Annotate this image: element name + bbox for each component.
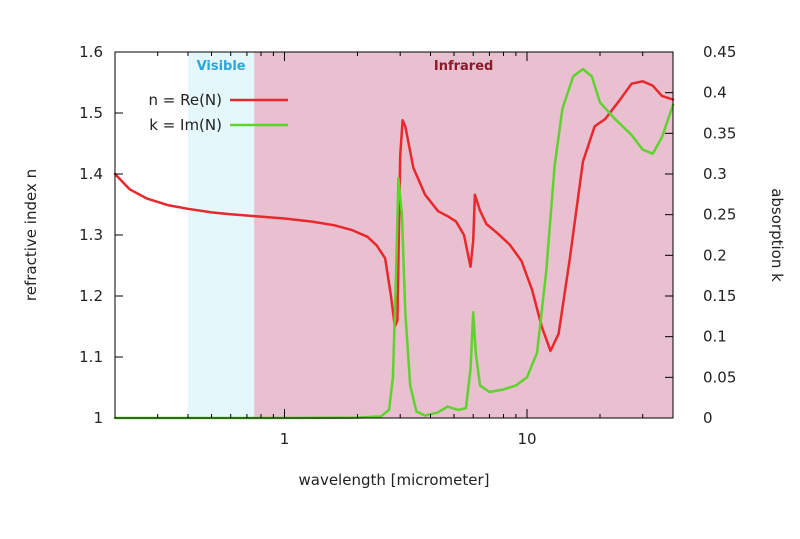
x-tick-label: 10 [517, 430, 536, 448]
visible-region-label: Visible [197, 59, 246, 74]
y-tick-label: 1.5 [79, 104, 103, 122]
y-tick-label: 1.3 [79, 226, 103, 244]
legend-label-n: n = Re(N) [148, 91, 222, 109]
x-axis-title: wavelength [micrometer] [298, 471, 489, 489]
series-line-n [113, 80, 675, 353]
y2-tick-label: 0.2 [703, 246, 727, 264]
y2-tick-label: 0.35 [703, 124, 736, 142]
region-visible [187, 52, 255, 418]
y2-tick-label: 0.4 [703, 84, 727, 102]
y2-tick-label: 0.1 [703, 328, 727, 346]
y2-tick-label: 0.15 [703, 287, 736, 305]
y-axis-title: refractive index n [22, 169, 40, 301]
infrared-region-label: Infrared [434, 59, 493, 74]
y2-tick-label: 0.25 [703, 206, 736, 224]
y-tick-label: 1.1 [79, 348, 103, 366]
y2-axis-title: absorption k [768, 188, 786, 282]
ticks-layer: 1 1.1 1.2 1.3 1.4 1.5 1.6 0 0.05 0.1 0.15 0.2 0.25 0.… [79, 43, 736, 448]
series-line-k [113, 67, 675, 420]
y-tick-label: 1.4 [79, 165, 103, 183]
legend-label-k: k = Im(N) [149, 116, 222, 134]
y2-tick-label: 0.45 [703, 43, 736, 61]
y-tick-label: 1 [93, 409, 103, 427]
legend: n = Re(N) k = Im(N) [148, 91, 288, 134]
y-tick-label: 1.2 [79, 287, 103, 305]
y2-tick-label: 0 [703, 409, 713, 427]
y-tick-label: 1.6 [79, 43, 103, 61]
y2-tick-label: 0.3 [703, 165, 727, 183]
series-layer [113, 67, 675, 420]
y2-tick-label: 0.05 [703, 368, 736, 386]
regions-layer [187, 52, 673, 418]
x-tick-label: 1 [280, 430, 290, 448]
